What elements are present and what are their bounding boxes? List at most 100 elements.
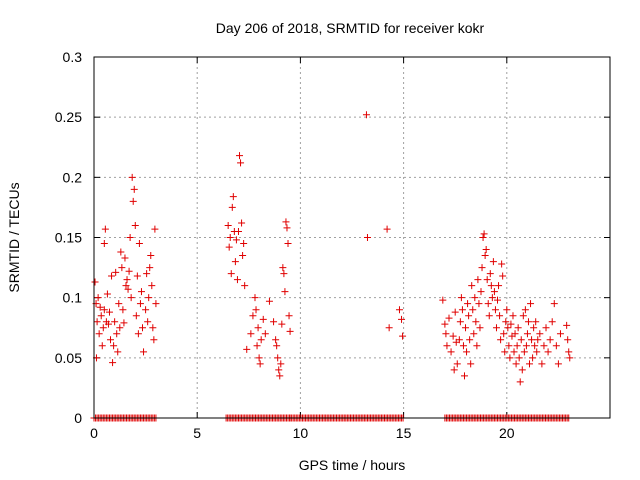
data-point: [231, 258, 239, 266]
data-point: [105, 308, 113, 316]
y-axis-label: SRMTID / TECUs: [6, 182, 22, 292]
data-point: [119, 306, 127, 314]
x-tick-label: 10: [293, 425, 309, 441]
data-point: [148, 282, 156, 290]
data-point: [489, 258, 497, 266]
data-point: [498, 260, 506, 268]
data-point: [502, 318, 510, 326]
data-point: [510, 348, 518, 356]
data-point: [546, 336, 554, 344]
data-point: [98, 342, 106, 350]
data-point: [516, 378, 524, 386]
data-point: [104, 320, 112, 328]
data-point: [249, 312, 257, 320]
data-point: [470, 330, 478, 338]
data-point: [253, 342, 261, 350]
data-point: [100, 306, 108, 314]
data-point: [237, 159, 245, 167]
data-point: [515, 354, 523, 362]
data-point: [542, 324, 550, 332]
data-point: [563, 321, 571, 329]
data-point: [395, 306, 403, 314]
data-point: [500, 330, 508, 338]
data-point: [531, 342, 539, 350]
data-point: [128, 173, 136, 181]
data-point: [564, 336, 572, 344]
data-point: [481, 252, 489, 260]
data-point: [529, 354, 537, 362]
data-point: [497, 336, 505, 344]
y-tick-label: 0: [74, 410, 82, 426]
data-point: [150, 336, 158, 344]
data-point: [463, 348, 471, 356]
data-point: [521, 306, 529, 314]
data-point: [526, 360, 534, 368]
data-point: [474, 276, 482, 284]
data-point: [469, 306, 477, 314]
y-tick-label: 0.05: [55, 350, 82, 366]
grid-lines: [94, 57, 610, 418]
data-point: [129, 197, 137, 205]
data-point: [111, 318, 119, 326]
data-point: [504, 324, 512, 332]
data-point: [284, 240, 292, 248]
data-point: [281, 288, 289, 296]
data-point: [494, 296, 502, 304]
data-point: [123, 276, 131, 284]
data-point: [503, 306, 511, 314]
data-point: [149, 324, 157, 332]
data-point: [491, 306, 499, 314]
data-point: [464, 300, 472, 308]
data-point: [476, 324, 484, 332]
data-point: [261, 330, 269, 338]
data-point: [115, 300, 123, 308]
data-point: [145, 294, 153, 302]
data-point: [121, 254, 129, 262]
data-point: [131, 221, 139, 229]
data-point: [285, 312, 293, 320]
data-point: [116, 324, 124, 332]
plot-frame: [93, 56, 611, 419]
data-point: [283, 224, 291, 232]
data-point: [532, 318, 540, 326]
data-point: [99, 324, 107, 332]
data-point: [133, 272, 141, 280]
data-point: [457, 294, 465, 302]
data-point: [488, 294, 496, 302]
data-point: [522, 342, 530, 350]
data-point: [482, 246, 490, 254]
data-point: [530, 324, 538, 332]
data-point: [247, 330, 255, 338]
data-point: [233, 276, 241, 284]
y-tick-label: 0.3: [63, 49, 83, 65]
data-point: [399, 332, 407, 340]
data-point: [534, 336, 542, 344]
data-point: [108, 272, 116, 280]
data-point: [241, 282, 249, 290]
data-point: [251, 294, 259, 302]
data-point: [126, 234, 134, 241]
data-point: [236, 152, 244, 160]
y-tick-label: 0.2: [63, 169, 83, 185]
data-point: [224, 221, 232, 229]
data-point: [443, 342, 451, 350]
data-point: [442, 330, 450, 338]
data-point: [527, 300, 535, 308]
data-point: [556, 330, 564, 338]
data-point: [383, 225, 391, 233]
data-point: [95, 330, 103, 338]
data-point: [226, 234, 234, 241]
data-point: [94, 294, 102, 302]
data-point: [462, 324, 470, 332]
data-point: [152, 300, 160, 308]
data-point: [478, 264, 486, 272]
data-point: [274, 354, 282, 362]
data-point: [472, 318, 480, 326]
data-point: [518, 366, 526, 374]
data-point: [441, 320, 449, 328]
data-point: [243, 345, 251, 353]
data-point: [125, 267, 133, 275]
data-point: [528, 336, 536, 344]
data-point: [536, 330, 544, 338]
data-point: [484, 300, 492, 308]
